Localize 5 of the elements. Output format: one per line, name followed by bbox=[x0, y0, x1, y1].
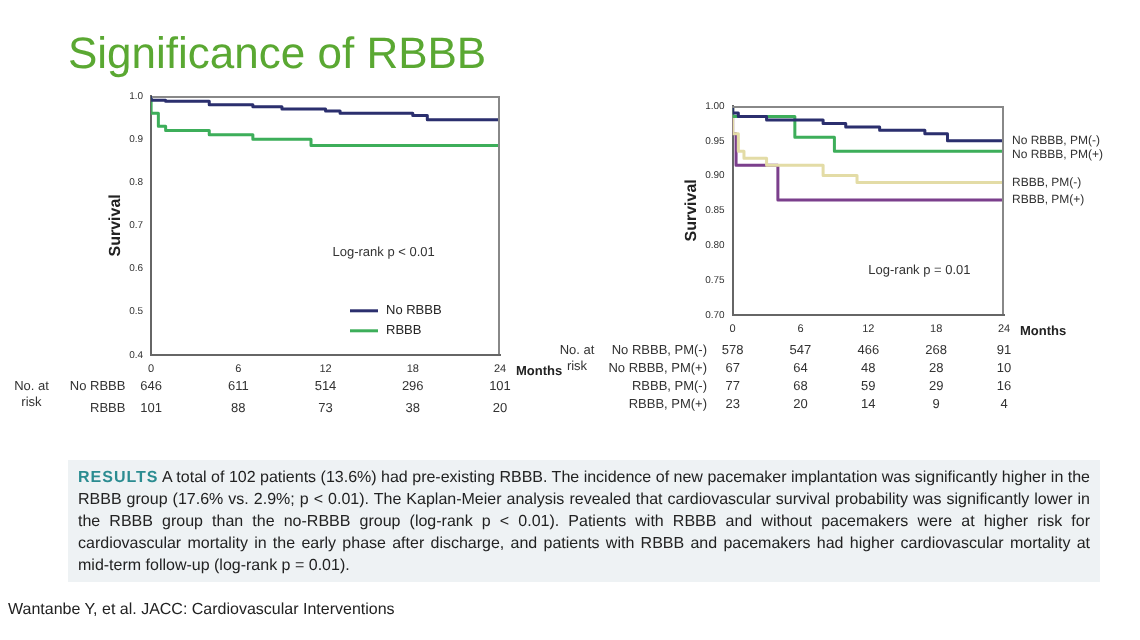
text: RESULTS A total of 102 patients (13.6%) had pre-existing RBBB. The incidence of new pacemaker implantation was significantly higher in the RBBB group (17.6% vs. 2.9%; p < 0.01). The Kaplan-Meier analysis revealed that cardiovascular survival probability was significantly lower in the RBBB group than the no-RBBB group (log-rank p < 0.01). Patients with RBBB and without pacemakers were at higher risk for cardiovascular mortality in the early phase after discharge, and patients with RBBB and pacemakers had higher cardiovascular mortality at mid-term follow-up (log-rank p = 0.01). bbox=[68, 460, 1100, 582]
text: Wantanbe Y, et al. JACC: Cardiovascular Interventions bbox=[8, 600, 395, 618]
y-axis-title: Survival bbox=[682, 179, 701, 242]
chart-title: Significance of RBBB bbox=[68, 28, 487, 80]
y-axis-title: Survival bbox=[106, 194, 125, 257]
